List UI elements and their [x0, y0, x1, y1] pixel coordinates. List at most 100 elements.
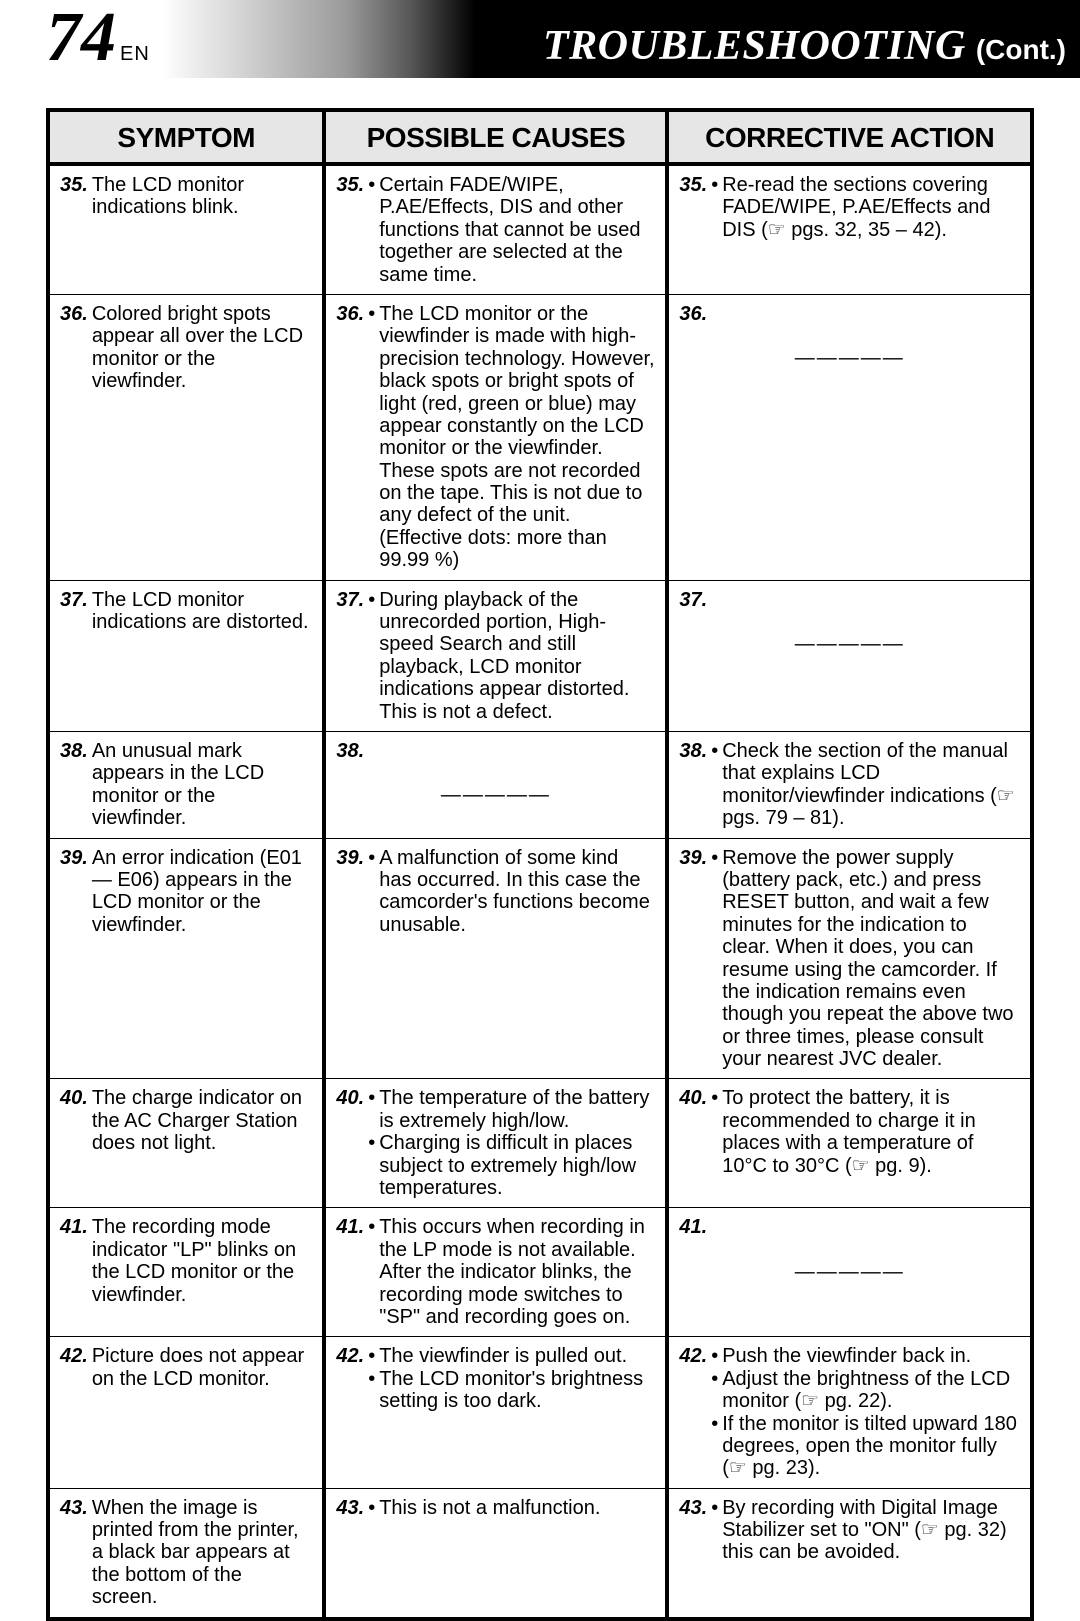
- cause-text: This is not a malfunction.: [379, 1497, 600, 1519]
- table-row: 36.Colored bright spots appear all over …: [50, 294, 1030, 580]
- troubleshooting-table: SYMPTOM POSSIBLE CAUSES CORRECTIVE ACTIO…: [50, 112, 1030, 1617]
- cause-text: Charging is difficult in places subject …: [379, 1132, 655, 1199]
- row-number: 41.: [679, 1216, 711, 1238]
- bullet-icon: •: [368, 174, 379, 196]
- row-number: 36.: [336, 303, 368, 325]
- header-continued: (Cont.): [966, 34, 1066, 66]
- action-cell: 43.•By recording with Digital Image Stab…: [667, 1488, 1030, 1616]
- action-text: If the monitor is tilted upward 180 degr…: [722, 1413, 1020, 1480]
- action-text-wrap: •Push the viewfinder back in.•Adjust the…: [711, 1345, 1020, 1479]
- row-number: 37.: [60, 589, 92, 611]
- causes-text-wrap: •The viewfinder is pulled out.•The LCD m…: [368, 1345, 655, 1412]
- row-number: 42.: [679, 1345, 711, 1367]
- row-number: 36.: [60, 303, 92, 325]
- row-number: 35.: [60, 174, 92, 196]
- causes-cell: 38.—————: [324, 731, 667, 838]
- row-number: 40.: [336, 1087, 368, 1109]
- row-number: 39.: [679, 847, 711, 869]
- action-cell: 40.•To protect the battery, it is recomm…: [667, 1079, 1030, 1208]
- table-row: 38.An unusual mark appears in the LCD mo…: [50, 731, 1030, 838]
- symptom-text: When the image is printed from the print…: [92, 1497, 313, 1609]
- bullet-icon: •: [711, 1497, 722, 1519]
- action-text: Remove the power supply (battery pack, e…: [722, 847, 1020, 1071]
- action-cell: 38.•Check the section of the manual that…: [667, 731, 1030, 838]
- row-number: 41.: [336, 1216, 368, 1238]
- bullet-icon: •: [368, 1368, 379, 1390]
- symptom-cell: 36.Colored bright spots appear all over …: [50, 294, 324, 580]
- col-header-causes: POSSIBLE CAUSES: [324, 112, 667, 164]
- bullet-icon: •: [711, 1368, 722, 1390]
- action-cell: 39.•Remove the power supply (battery pac…: [667, 838, 1030, 1079]
- row-number: 37.: [336, 589, 368, 611]
- bullet-icon: •: [711, 174, 722, 196]
- table-row: 43.When the image is printed from the pr…: [50, 1488, 1030, 1616]
- action-text-wrap: •Check the section of the manual that ex…: [711, 740, 1020, 830]
- col-header-symptom: SYMPTOM: [50, 112, 324, 164]
- row-number: 40.: [60, 1087, 92, 1109]
- action-cell: 37. —————: [667, 580, 1030, 731]
- symptom-cell: 38.An unusual mark appears in the LCD mo…: [50, 731, 324, 838]
- causes-cell: 39.•A malfunction of some kind has occur…: [324, 838, 667, 1079]
- page-language: EN: [116, 43, 150, 74]
- action-cell: 42.•Push the viewfinder back in.•Adjust …: [667, 1337, 1030, 1488]
- row-number: 35.: [336, 174, 368, 196]
- troubleshooting-table-wrap: SYMPTOM POSSIBLE CAUSES CORRECTIVE ACTIO…: [46, 108, 1034, 1621]
- row-number: 37.: [679, 589, 711, 611]
- bullet-icon: •: [711, 1087, 722, 1109]
- table-row: 41. The recording mode indicator "LP" bli…: [50, 1208, 1030, 1337]
- bullet-icon: •: [711, 1413, 722, 1435]
- action-text-wrap: •To protect the battery, it is recommend…: [711, 1087, 1020, 1177]
- symptom-text: The LCD monitor indications are distorte…: [92, 589, 313, 634]
- symptom-cell: 35.The LCD monitor indications blink.: [50, 164, 324, 294]
- row-number: 42.: [336, 1345, 368, 1367]
- bullet-icon: •: [711, 847, 722, 869]
- row-number: 42.: [60, 1345, 92, 1367]
- row-number: 39.: [336, 847, 368, 869]
- causes-cell: 43.•This is not a malfunction.: [324, 1488, 667, 1616]
- action-text: Check the section of the manual that exp…: [722, 740, 1020, 830]
- symptom-cell: 37.The LCD monitor indications are disto…: [50, 580, 324, 731]
- cause-text: During playback of the unrecorded portio…: [379, 589, 655, 723]
- symptom-text: An unusual mark appears in the LCD monit…: [92, 740, 313, 830]
- action-text-wrap: •Remove the power supply (battery pack, …: [711, 847, 1020, 1071]
- bullet-icon: •: [711, 740, 722, 762]
- action-text: To protect the battery, it is recommende…: [722, 1087, 1020, 1177]
- cause-text: The LCD monitor's bright­ness setting is…: [379, 1368, 655, 1413]
- action-cell: 35.•Re-read the sections covering FADE/W…: [667, 164, 1030, 294]
- col-header-action: CORRECTIVE ACTION: [667, 112, 1030, 164]
- table-row: 40.The charge indicator on the AC Charge…: [50, 1079, 1030, 1208]
- cause-text: The temperature of the battery is extrem…: [379, 1087, 655, 1132]
- symptom-cell: 41.The recording mode indicator "LP" bli…: [50, 1208, 324, 1337]
- causes-text-wrap: •During playback of the unrecorded porti…: [368, 589, 655, 723]
- page-number: 74: [46, 3, 116, 73]
- symptom-text: The recording mode indicator "LP" blinks…: [92, 1216, 313, 1306]
- action-text: By recording with Digital Image Stabiliz…: [722, 1497, 1020, 1564]
- action-text: Push the viewfinder back in.: [722, 1345, 971, 1367]
- bullet-icon: •: [368, 1497, 379, 1519]
- causes-cell: 42.•The viewfinder is pulled out.•The LC…: [324, 1337, 667, 1488]
- symptom-text: Picture does not appear on the LCD monit…: [92, 1345, 313, 1390]
- cause-text: A malfunction of some kind has occurred.…: [379, 847, 655, 937]
- causes-text-wrap: •A malfunction of some kind has occurred…: [368, 847, 655, 937]
- table-row: 35.The LCD monitor indications blink.35.…: [50, 164, 1030, 294]
- cause-text: This occurs when recording in the LP mod…: [379, 1216, 655, 1328]
- symptom-cell: 43.When the image is printed from the pr…: [50, 1488, 324, 1616]
- causes-text-wrap: •The temperature of the battery is extre…: [368, 1087, 655, 1199]
- no-info-dash: —————: [679, 1261, 1020, 1283]
- cause-text: Certain FADE/WIPE, P.AE/Effects, DIS and…: [379, 174, 655, 286]
- action-cell: 36. —————: [667, 294, 1030, 580]
- symptom-text: The charge indicator on the AC Charger S…: [92, 1087, 313, 1154]
- action-cell: 41. —————: [667, 1208, 1030, 1337]
- symptom-cell: 40.The charge indicator on the AC Charge…: [50, 1079, 324, 1208]
- causes-cell: 36.•The LCD monitor or the viewfinder is…: [324, 294, 667, 580]
- causes-text-wrap: •This is not a malfunction.: [368, 1497, 655, 1519]
- row-number: 43.: [60, 1497, 92, 1519]
- no-info-dash: —————: [679, 347, 1020, 369]
- causes-cell: 41.•This occurs when recording in the LP…: [324, 1208, 667, 1337]
- row-number: 36.: [679, 303, 711, 325]
- row-number: 43.: [336, 1497, 368, 1519]
- header-title: TROUBLESHOOTING: [543, 22, 966, 70]
- bullet-icon: •: [368, 1087, 379, 1109]
- action-text-wrap: •By recording with Digital Image Stabili…: [711, 1497, 1020, 1564]
- no-info-dash: —————: [679, 633, 1020, 655]
